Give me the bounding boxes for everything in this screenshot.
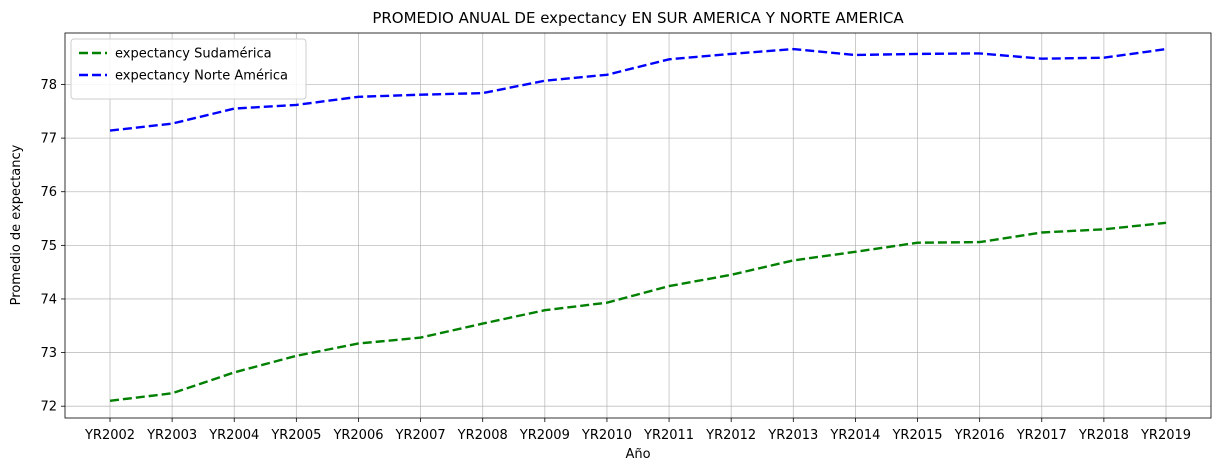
legend: expectancy Sudamérica expectancy Norte Am…	[70, 38, 307, 100]
x-tick-label: YR2008	[457, 428, 508, 443]
series-line-1	[109, 47, 1167, 132]
x-tick-label: YR2012	[705, 428, 756, 443]
y-tick-label: 72	[40, 400, 57, 415]
y-tick-label: 78	[40, 78, 57, 93]
x-tick-label: YR2007	[395, 428, 446, 443]
x-tick-label: YR2004	[208, 428, 259, 443]
x-tick-label: YR2002	[84, 428, 135, 443]
x-tick-label: YR2017	[1016, 428, 1067, 443]
x-tick-label: YR2014	[829, 428, 880, 443]
y-tick-label: 77	[40, 132, 57, 147]
y-tick-label: 73	[40, 346, 57, 361]
legend-entry: expectancy Norte América	[115, 69, 288, 84]
x-tick-label: YR2005	[270, 428, 321, 443]
y-tick-label: 76	[40, 185, 57, 200]
series-layer	[109, 47, 1167, 402]
y-tick-label: 74	[40, 292, 57, 307]
x-tick-label: YR2006	[332, 428, 383, 443]
x-tick-label: YR2015	[891, 428, 942, 443]
ticks-layer: YR2002 YR2003 YR2004 YR2005 YR2006 YR2007 YR20…	[40, 78, 1191, 443]
chart-title: PROMEDIO ANUAL DE expectancy EN SUR AMER…	[372, 9, 904, 27]
x-tick-label: YR2019	[1140, 428, 1191, 443]
x-tick-label: YR2009	[519, 428, 570, 443]
plot-frame	[64, 32, 1212, 419]
x-tick-label: YR2013	[767, 428, 818, 443]
x-tick-label: YR2003	[146, 428, 197, 443]
legend-entry: expectancy Sudamérica	[115, 47, 272, 62]
legend-box	[70, 38, 307, 100]
x-tick-label: YR2016	[954, 428, 1005, 443]
y-tick-label: 75	[40, 239, 57, 254]
series-line-0	[109, 221, 1167, 402]
x-tick-label: YR2010	[581, 428, 632, 443]
y-axis-label: Promedio de expectancy	[9, 144, 24, 305]
x-axis-label: Año	[625, 447, 650, 462]
x-tick-label: YR2018	[1078, 428, 1129, 443]
grid-layer	[65, 33, 1211, 418]
x-tick-label: YR2011	[643, 428, 694, 443]
